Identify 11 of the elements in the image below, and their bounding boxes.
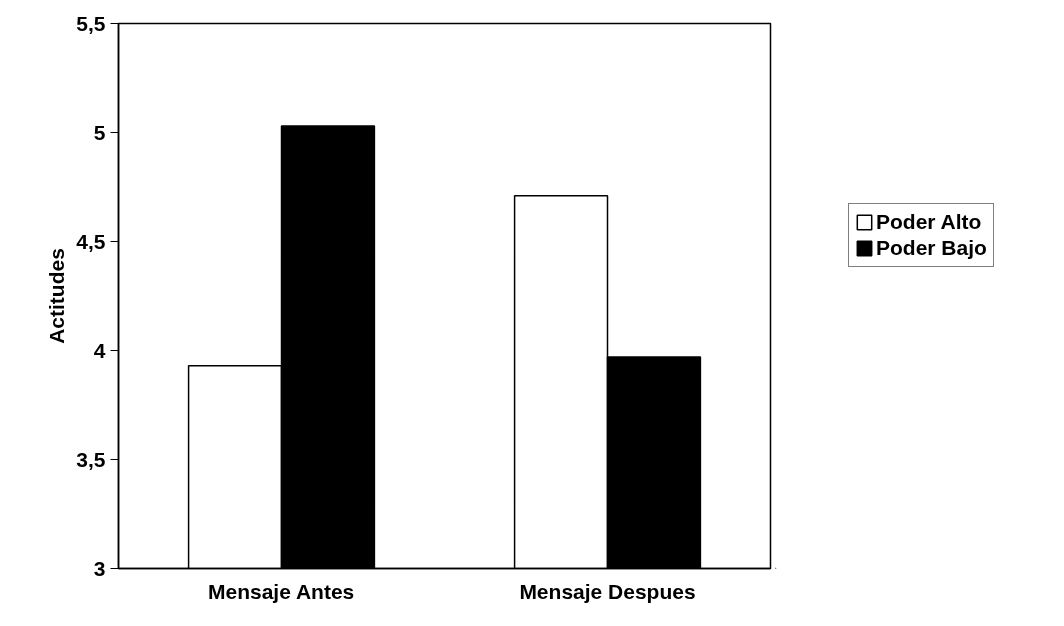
y-tick-label: 5 <box>93 120 106 144</box>
x-tick-label: Mensaje Despues <box>519 579 696 603</box>
y-tick-label: 5,5 <box>76 11 106 35</box>
y-tick-label: 4 <box>93 338 106 362</box>
x-tick-label: Mensaje Antes <box>207 579 355 603</box>
y-tick-label: 3,5 <box>76 447 106 471</box>
legend-label: Poder Bajo <box>876 236 987 260</box>
y-tick-label: 4,5 <box>76 229 106 253</box>
y-tick-label: 3 <box>93 556 106 580</box>
y-axis-title: Actitudes <box>45 248 69 344</box>
legend-label: Poder Alto <box>876 210 982 234</box>
